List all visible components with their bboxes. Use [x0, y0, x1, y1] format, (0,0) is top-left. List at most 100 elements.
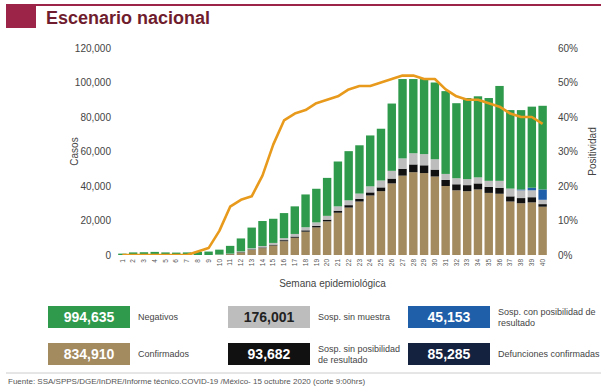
x-tick-label: 31 — [442, 259, 449, 267]
bar — [420, 79, 428, 154]
x-tick-label: 19 — [313, 259, 320, 267]
bar — [388, 104, 396, 171]
bar — [441, 180, 449, 186]
plot-area — [118, 76, 547, 255]
x-tick-label: 9 — [205, 259, 212, 263]
bar — [495, 86, 503, 181]
y-tick — [114, 220, 117, 221]
x-tick-label: 7 — [183, 259, 190, 263]
x-tick-label: 39 — [528, 259, 535, 267]
summary-box — [228, 343, 310, 365]
bar-series — [517, 188, 547, 200]
y-tick-label: 60,000 — [80, 146, 111, 157]
bar — [431, 170, 439, 177]
summary-label: Confirmados — [138, 349, 190, 359]
bar — [420, 173, 428, 255]
bar — [474, 177, 482, 183]
bar — [301, 232, 309, 255]
x-tick-label: 4 — [151, 259, 158, 263]
bar — [452, 190, 460, 255]
summary-value: 834,910 — [64, 346, 115, 362]
bar-series — [118, 79, 547, 255]
bar — [344, 200, 352, 205]
x-tick-label: 24 — [366, 259, 373, 267]
bar — [377, 129, 385, 181]
bar — [334, 213, 342, 255]
bar — [441, 174, 449, 180]
bar — [431, 159, 439, 169]
x-tick-label: 8 — [194, 259, 201, 263]
summary-label: Sosp. con posibilidad deresultado — [498, 307, 596, 328]
y-tick — [114, 255, 117, 256]
bar — [215, 250, 223, 255]
bar — [474, 189, 482, 255]
summary-label: Negativos — [138, 312, 179, 322]
y-tick-label: 100,000 — [75, 77, 112, 88]
summary-box — [48, 306, 130, 328]
bar — [237, 238, 245, 251]
bar — [334, 162, 342, 207]
bar — [452, 184, 460, 190]
y-tick-label: 120,000 — [75, 43, 112, 54]
y2-tick — [548, 186, 551, 187]
y-tick-label: 0 — [105, 250, 111, 261]
x-tick-label: 29 — [420, 259, 427, 267]
bar — [301, 194, 309, 227]
y-tick-label: 20,000 — [80, 215, 111, 226]
bar — [485, 193, 493, 255]
y2-tick-label: 20% — [558, 181, 578, 192]
x-tick-label: 37 — [506, 259, 513, 267]
bar — [495, 188, 503, 194]
bar — [431, 83, 439, 160]
footer-rule — [6, 373, 601, 374]
y2-tick-label: 30% — [558, 146, 578, 157]
y2-tick — [548, 220, 551, 221]
header-rule — [6, 4, 601, 6]
bar — [495, 181, 503, 188]
summary-label: Defunciones confirmadas — [498, 349, 600, 359]
bar — [237, 252, 245, 253]
x-tick-label: 36 — [496, 259, 503, 267]
bar — [291, 237, 299, 238]
bar — [237, 252, 245, 255]
bar — [506, 189, 514, 197]
bar — [485, 187, 493, 193]
y-tick — [114, 186, 117, 187]
bar — [495, 194, 503, 255]
bar — [398, 158, 406, 168]
bar — [452, 178, 460, 184]
y2-tick-label: 10% — [558, 215, 578, 226]
bar — [312, 222, 320, 225]
bar — [441, 91, 449, 174]
bar — [344, 208, 352, 255]
x-tick-label: 6 — [172, 259, 179, 263]
bar — [280, 213, 288, 238]
bar — [291, 238, 299, 255]
summary-box — [228, 306, 310, 328]
y2-tick — [548, 117, 551, 118]
bar — [366, 192, 374, 195]
bar — [398, 176, 406, 255]
bar — [431, 177, 439, 255]
y2-tick-label: 0% — [558, 250, 573, 261]
y2-tick-label: 40% — [558, 112, 578, 123]
summary-value: 994,635 — [64, 309, 115, 325]
bar — [463, 185, 471, 191]
bar — [409, 153, 417, 164]
bar — [517, 190, 525, 198]
bar — [323, 220, 331, 222]
bar — [528, 188, 536, 191]
x-tick-label: 35 — [485, 259, 492, 267]
summary-box — [48, 343, 130, 365]
bar — [247, 249, 255, 251]
summary-box — [408, 343, 490, 365]
bar — [291, 234, 299, 237]
header-icon — [6, 4, 36, 28]
x-tick-label: 26 — [388, 259, 395, 267]
bar — [301, 230, 309, 231]
bar — [463, 98, 471, 179]
x-tick-label: 40 — [539, 259, 546, 267]
bar — [398, 79, 406, 158]
bar — [323, 178, 331, 216]
bar — [388, 183, 396, 255]
